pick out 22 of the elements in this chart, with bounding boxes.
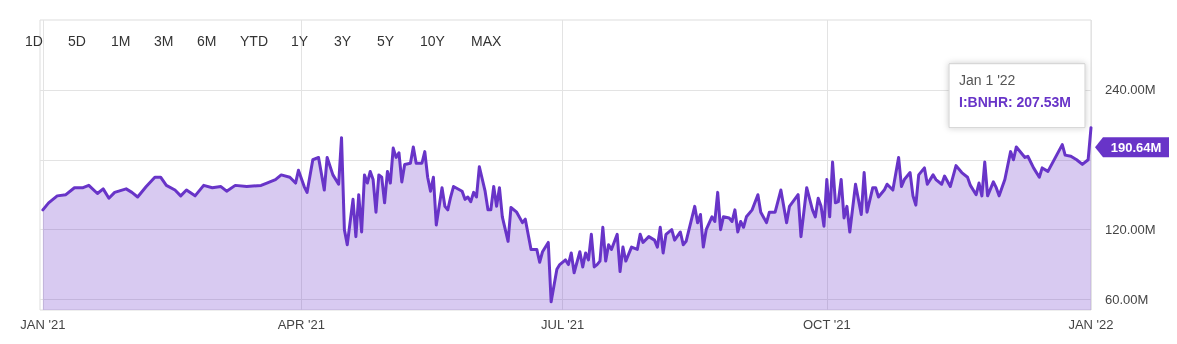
y-tick-label: 240.00M	[1105, 82, 1156, 98]
x-tick-label: JAN '21	[20, 317, 66, 332]
x-tick-label: OCT '21	[802, 317, 851, 332]
y-tick-label: 60.00M	[1105, 292, 1149, 308]
annotation: Jan 1 '22	[959, 71, 1016, 88]
annotation: 5D	[68, 33, 86, 49]
y-tick-label: 120.00M	[1105, 222, 1156, 238]
annotation: 1Y	[291, 33, 309, 49]
annotation: YTD	[240, 33, 268, 49]
annotation: MAX	[471, 33, 502, 49]
annotation: 10Y	[420, 33, 446, 49]
annotation: 3Y	[334, 33, 352, 49]
x-tick-label: JUL '21	[541, 317, 585, 332]
annotation: 5Y	[377, 33, 395, 49]
annotation: 190.64M	[1110, 139, 1162, 155]
x-tick-label: JAN '22	[1068, 317, 1114, 332]
x-tick-label: APR '21	[277, 317, 325, 332]
annotation: 6M	[197, 33, 217, 49]
annotation: I:BNHR: 207.53M	[959, 93, 1072, 110]
annotation: 3M	[154, 33, 174, 49]
annotation: 1D	[25, 33, 43, 49]
annotation: 1M	[111, 33, 131, 49]
